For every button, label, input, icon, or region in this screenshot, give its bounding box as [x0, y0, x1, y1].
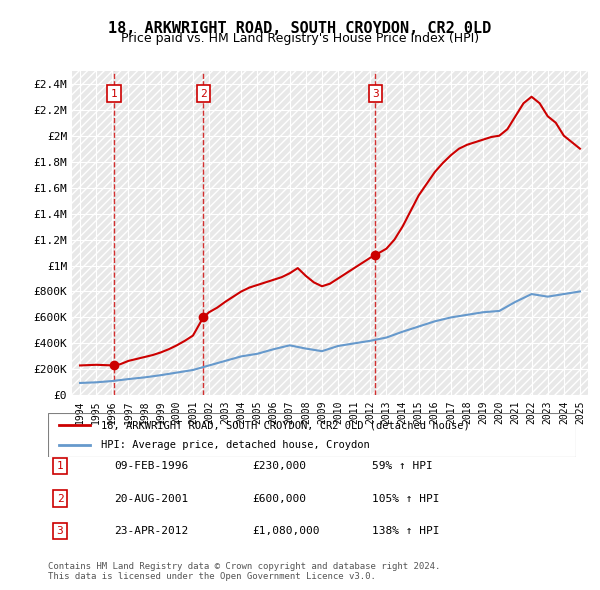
Text: 09-FEB-1996: 09-FEB-1996 [114, 461, 188, 471]
Text: 2: 2 [200, 88, 206, 99]
Text: Contains HM Land Registry data © Crown copyright and database right 2024.
This d: Contains HM Land Registry data © Crown c… [48, 562, 440, 581]
Text: 1: 1 [110, 88, 117, 99]
Text: 23-APR-2012: 23-APR-2012 [114, 526, 188, 536]
Text: £1,080,000: £1,080,000 [252, 526, 320, 536]
Text: 3: 3 [56, 526, 64, 536]
Text: 18, ARKWRIGHT ROAD, SOUTH CROYDON, CR2 0LD: 18, ARKWRIGHT ROAD, SOUTH CROYDON, CR2 0… [109, 21, 491, 35]
Text: 18, ARKWRIGHT ROAD, SOUTH CROYDON, CR2 0LD (detached house): 18, ARKWRIGHT ROAD, SOUTH CROYDON, CR2 0… [101, 421, 470, 430]
Text: 2: 2 [56, 494, 64, 503]
Text: 138% ↑ HPI: 138% ↑ HPI [372, 526, 439, 536]
Text: Price paid vs. HM Land Registry's House Price Index (HPI): Price paid vs. HM Land Registry's House … [121, 32, 479, 45]
Text: 59% ↑ HPI: 59% ↑ HPI [372, 461, 433, 471]
Text: 105% ↑ HPI: 105% ↑ HPI [372, 494, 439, 503]
Text: 3: 3 [372, 88, 379, 99]
Text: £600,000: £600,000 [252, 494, 306, 503]
Text: 1: 1 [56, 461, 64, 471]
Text: £230,000: £230,000 [252, 461, 306, 471]
Text: 20-AUG-2001: 20-AUG-2001 [114, 494, 188, 503]
Text: HPI: Average price, detached house, Croydon: HPI: Average price, detached house, Croy… [101, 440, 370, 450]
